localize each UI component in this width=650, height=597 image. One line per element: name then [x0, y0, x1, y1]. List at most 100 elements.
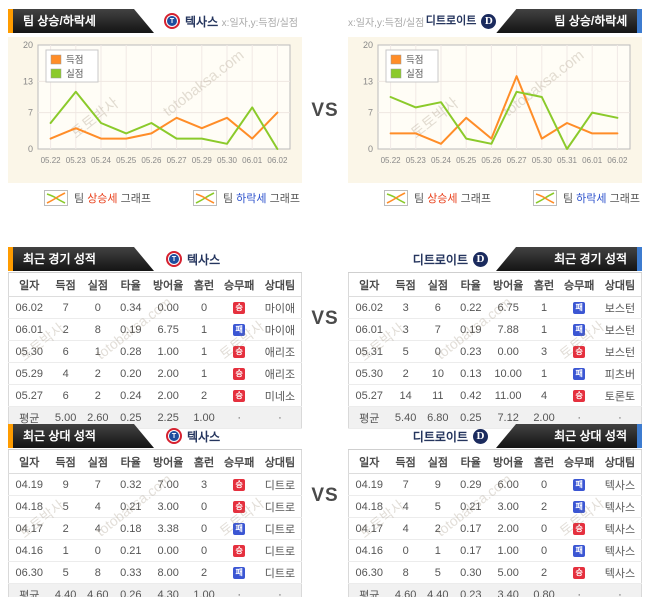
stat-cell: 1 — [188, 362, 220, 385]
stat-cell: 0.26 — [113, 583, 148, 597]
fall-graph-legend: 팀 하락세 그래프 — [192, 190, 300, 206]
svg-text:05.24: 05.24 — [431, 156, 452, 165]
axis-note: x:일자,y:득점/실점 — [348, 17, 425, 29]
table-row: 06.30 8 5 0.30 5.00 2 승 텍사스 — [348, 561, 642, 584]
stat-cell: 6.75 — [487, 296, 529, 319]
stat-cell: 4.30 — [147, 583, 189, 597]
stat-cell: · — [598, 583, 642, 597]
stat-cell: 2 — [421, 517, 454, 540]
header-cell: 홈런 — [188, 272, 220, 297]
stat-cell: 7 — [49, 296, 82, 319]
stat-cell: 05.30 — [8, 340, 50, 363]
stat-cell: 4 — [389, 517, 422, 540]
stat-cell: 0 — [389, 539, 422, 562]
avg-row: 평균 4.60 4.40 0.23 3.40 0.80 · · — [348, 583, 642, 597]
rise-graph-legend: 팀 상승세 그래프 — [384, 190, 491, 206]
team-header-texas: T 텍사스 — [166, 251, 220, 268]
stat-cell: · — [219, 406, 259, 429]
stat-cell: 1.00 — [188, 406, 220, 429]
stat-cell: 2.60 — [81, 406, 114, 429]
stat-cell: 3.38 — [147, 517, 189, 540]
stat-cell: 승 — [559, 384, 599, 407]
detroit-logo-icon: D — [473, 428, 488, 444]
team-header-detroit: 디트로이트 D — [413, 428, 488, 445]
svg-text:실점: 실점 — [406, 68, 423, 80]
stat-cell: 2.00 — [147, 362, 189, 385]
result-badge: 패 — [233, 566, 246, 579]
table-panel-header: 디트로이트 D 최근 상대 성적 — [348, 423, 642, 449]
stat-cell: 7 — [81, 473, 114, 496]
stat-cell: 0 — [188, 539, 220, 562]
stat-cell: 애리조 — [258, 362, 302, 385]
result-badge: 승 — [233, 367, 246, 380]
team-header-detroit: 디트로이트 D — [413, 251, 488, 268]
stat-cell: 승 — [219, 362, 259, 385]
stat-cell: 11 — [421, 384, 454, 407]
header-cell: 타율 — [453, 449, 488, 474]
stat-cell: 4.60 — [389, 583, 422, 597]
vs-label-top: VS — [311, 100, 339, 121]
texas-logo-icon: T — [166, 428, 182, 444]
header-cell: 득점 — [389, 272, 422, 297]
detroit-logo-icon: D — [481, 13, 497, 29]
stat-cell: 10 — [421, 362, 454, 385]
svg-text:05.25: 05.25 — [456, 156, 477, 165]
stat-cell: · — [598, 406, 642, 429]
svg-text:05.27: 05.27 — [167, 156, 188, 165]
header-cell: 득점 — [49, 449, 82, 474]
stat-cell: · — [219, 583, 259, 597]
table-row: 05.31 5 0 0.23 0.00 3 승 보스턴 — [348, 340, 642, 363]
stat-cell: 텍사스 — [598, 473, 642, 496]
header-cell: 일자 — [348, 272, 390, 297]
trend-chart-detroit: 0 7 13 20 05.22 05.23 05.24 05.25 05.26 05.27 05.3… — [363, 40, 631, 165]
svg-text:05.22: 05.22 — [41, 156, 62, 165]
stat-cell: 05.29 — [8, 362, 50, 385]
stat-cell: 5.40 — [389, 406, 422, 429]
stat-cell: 0.30 — [453, 561, 488, 584]
stat-cell: 4 — [81, 517, 114, 540]
stat-cell: 디트로 — [258, 561, 302, 584]
result-badge: 승 — [573, 389, 586, 402]
stat-cell: 0.19 — [453, 318, 488, 341]
result-badge: 승 — [573, 566, 586, 579]
stats-table: 일자 득점 실점 타율 방어율 홈런 승무패 상대팀 06.02 7 0 0.34 0.00 0 승 마이애 0… — [8, 272, 302, 429]
stat-cell: 6 — [421, 296, 454, 319]
chart-box: 0 7 13 20 05.22 05.23 05.24 05.25 05.26 05.27 05.3… — [348, 37, 642, 183]
stat-cell: 디트로 — [258, 517, 302, 540]
stat-cell: 애리조 — [258, 340, 302, 363]
svg-text:0: 0 — [28, 144, 33, 154]
stat-cell: 승 — [219, 296, 259, 319]
stat-cell: 0 — [188, 517, 220, 540]
header-cell: 실점 — [81, 449, 114, 474]
stat-cell: 패 — [219, 318, 259, 341]
stat-cell: 1 — [528, 318, 560, 341]
svg-text:05.26: 05.26 — [141, 156, 162, 165]
stat-cell: 평균 — [8, 406, 50, 429]
stat-cell: 8 — [81, 318, 114, 341]
stat-cell: 1.00 — [147, 340, 189, 363]
stat-cell: 04.17 — [348, 517, 390, 540]
avg-row: 평균 5.00 2.60 0.25 2.25 1.00 · · — [8, 406, 302, 429]
stat-cell: 05.27 — [348, 384, 390, 407]
stat-cell: 승 — [559, 340, 599, 363]
header-cell: 타율 — [113, 272, 148, 297]
stat-cell: 0.13 — [453, 362, 488, 385]
stat-cell: 7.12 — [487, 406, 529, 429]
svg-text:득점: 득점 — [66, 54, 83, 66]
stat-cell: 마이애 — [258, 318, 302, 341]
graph-footer: 팀 상승세 그래프 팀 하락세 그래프 — [8, 190, 302, 206]
stat-cell: 06.02 — [348, 296, 390, 319]
stat-cell: 평균 — [348, 583, 390, 597]
stat-cell: 3 — [188, 473, 220, 496]
stat-cell: 1 — [49, 539, 82, 562]
stat-cell: 10.00 — [487, 362, 529, 385]
header-cell: 방어율 — [487, 449, 529, 474]
stat-cell: 6.80 — [421, 406, 454, 429]
stat-cell: 2 — [528, 561, 560, 584]
table-row: 05.27 14 11 0.42 11.00 4 승 토론토 — [348, 384, 642, 407]
stat-cell: 1 — [188, 318, 220, 341]
stat-cell: 4 — [389, 495, 422, 518]
stats-table: 일자 득점 실점 타율 방어율 홈런 승무패 상대팀 04.19 9 7 0.32 7.00 3 승 디트로 0… — [8, 449, 302, 597]
texas-logo-icon: T — [166, 251, 182, 267]
stat-cell: 토론토 — [598, 384, 642, 407]
